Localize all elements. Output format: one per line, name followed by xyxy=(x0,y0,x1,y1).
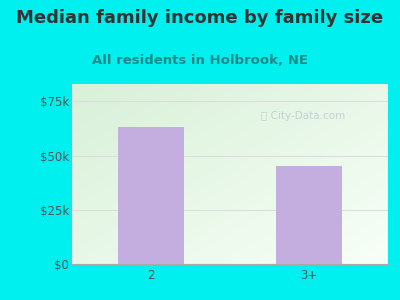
Bar xyxy=(276,167,342,264)
Text: Median family income by family size: Median family income by family size xyxy=(16,9,384,27)
Bar xyxy=(118,128,184,264)
Text: ⧖ City-Data.com: ⧖ City-Data.com xyxy=(260,111,345,122)
Text: All residents in Holbrook, NE: All residents in Holbrook, NE xyxy=(92,54,308,67)
